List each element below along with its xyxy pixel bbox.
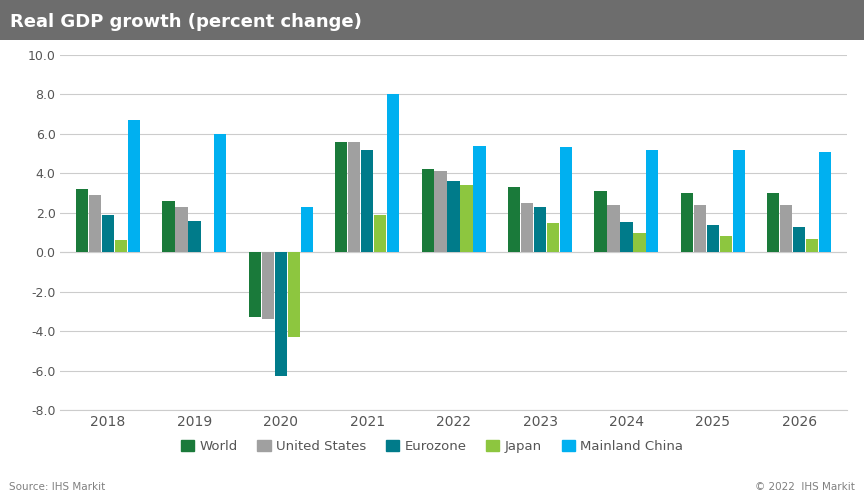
Bar	[681, 193, 693, 252]
Bar	[89, 195, 101, 252]
Bar	[534, 207, 546, 252]
Bar	[348, 142, 360, 252]
Bar	[249, 252, 261, 318]
Bar	[448, 181, 460, 252]
Bar	[767, 193, 779, 252]
Bar	[607, 205, 619, 252]
Bar	[806, 240, 818, 252]
Bar	[707, 224, 719, 252]
Bar	[387, 94, 399, 252]
Bar	[361, 150, 373, 252]
Bar	[76, 189, 88, 252]
Bar	[335, 142, 347, 252]
Bar	[793, 226, 805, 252]
Bar	[115, 240, 127, 252]
Bar	[633, 232, 645, 252]
Bar	[214, 134, 226, 252]
Bar	[175, 207, 187, 252]
Bar	[780, 205, 792, 252]
Bar	[547, 222, 559, 252]
Text: Source: IHS Markit: Source: IHS Markit	[9, 482, 105, 492]
Bar	[720, 236, 732, 252]
Bar	[262, 252, 274, 320]
Bar	[128, 120, 140, 252]
Bar	[374, 215, 386, 252]
Bar	[102, 215, 114, 252]
Bar	[620, 222, 632, 252]
Legend: World, United States, Eurozone, Japan, Mainland China: World, United States, Eurozone, Japan, M…	[175, 435, 689, 458]
Text: © 2022  IHS Markit: © 2022 IHS Markit	[755, 482, 855, 492]
Bar	[521, 203, 533, 252]
Bar	[646, 150, 658, 252]
Bar	[288, 252, 300, 337]
Bar	[508, 187, 520, 252]
Bar	[275, 252, 287, 376]
Bar	[819, 152, 831, 252]
Bar	[162, 201, 175, 252]
Bar	[473, 146, 486, 252]
Text: Real GDP growth (percent change): Real GDP growth (percent change)	[10, 13, 362, 31]
Bar	[301, 207, 313, 252]
Bar	[594, 191, 607, 252]
Bar	[435, 172, 447, 252]
Bar	[694, 205, 706, 252]
Bar	[422, 170, 434, 252]
Bar	[733, 150, 745, 252]
Bar	[560, 146, 572, 252]
Bar	[188, 220, 200, 252]
Bar	[461, 185, 473, 252]
